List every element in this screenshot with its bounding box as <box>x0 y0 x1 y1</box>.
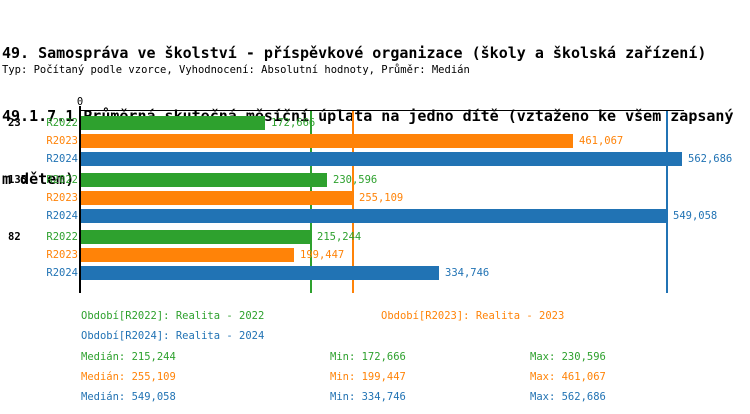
series-label-R2023: R2023 <box>46 192 78 204</box>
group-label-135: 135 <box>8 174 27 186</box>
median-line-blue <box>666 110 668 293</box>
stat-min-orange: Min: 199,447 <box>330 371 406 383</box>
value-label-R2024-group-135: 549,058 <box>673 210 718 222</box>
group-label-23: 23 <box>8 117 21 129</box>
median-line-orange <box>352 110 354 293</box>
value-label-R2024-group-82: 334,746 <box>445 267 490 279</box>
series-label-R2024: R2024 <box>46 210 78 222</box>
value-label-R2022-group-82: 215,244 <box>317 231 362 243</box>
x-axis-line <box>79 110 684 111</box>
value-label-R2022-group-23: 172,666 <box>271 117 316 129</box>
value-label-R2022-group-135: 230,596 <box>333 174 378 186</box>
value-label-R2023-group-135: 255,109 <box>359 192 404 204</box>
series-label-R2023: R2023 <box>46 249 78 261</box>
bar-R2023-group-135 <box>81 191 353 205</box>
bar-R2022-group-135 <box>81 173 327 187</box>
series-label-R2022: R2022 <box>46 174 78 186</box>
stat-median-green: Medián: 215,244 <box>81 351 176 363</box>
group-label-82: 82 <box>8 231 21 243</box>
legend-item-green: Období[R2022]: Realita - 2022 <box>81 310 265 322</box>
legend-item-blue: Období[R2024]: Realita - 2024 <box>81 330 265 342</box>
bar-R2024-group-82 <box>81 266 439 280</box>
bar-R2022-group-82 <box>81 230 311 244</box>
series-label-R2022: R2022 <box>46 231 78 243</box>
stat-max-orange: Max: 461,067 <box>530 371 606 383</box>
stat-min-green: Min: 172,666 <box>330 351 406 363</box>
series-label-R2024: R2024 <box>46 153 78 165</box>
value-label-R2024-group-23: 562,686 <box>688 153 733 165</box>
stat-min-blue: Min: 334,746 <box>330 391 406 403</box>
stat-max-blue: Max: 562,686 <box>530 391 606 403</box>
value-label-R2023-group-23: 461,067 <box>579 135 624 147</box>
bar-R2024-group-23 <box>81 152 682 166</box>
series-label-R2022: R2022 <box>46 117 78 129</box>
series-label-R2024: R2024 <box>46 267 78 279</box>
bar-R2022-group-23 <box>81 116 265 130</box>
bar-R2023-group-23 <box>81 134 573 148</box>
title-line-1: 49. Samospráva ve školství - příspěvkové… <box>2 44 707 62</box>
axis-zero-label: 0 <box>76 96 84 108</box>
value-label-R2023-group-82: 199,447 <box>300 249 345 261</box>
report-subtitle: Typ: Počítaný podle vzorce, Vyhodnocení:… <box>2 64 470 76</box>
bar-R2024-group-135 <box>81 209 667 223</box>
stat-median-orange: Medián: 255,109 <box>81 371 176 383</box>
y-axis-line <box>79 106 81 293</box>
stat-max-green: Max: 230,596 <box>530 351 606 363</box>
title-line-3: m dětem) <box>2 170 75 188</box>
series-label-R2023: R2023 <box>46 135 78 147</box>
bar-R2023-group-82 <box>81 248 294 262</box>
legend-item-orange: Období[R2023]: Realita - 2023 <box>381 310 565 322</box>
stat-median-blue: Medián: 549,058 <box>81 391 176 403</box>
